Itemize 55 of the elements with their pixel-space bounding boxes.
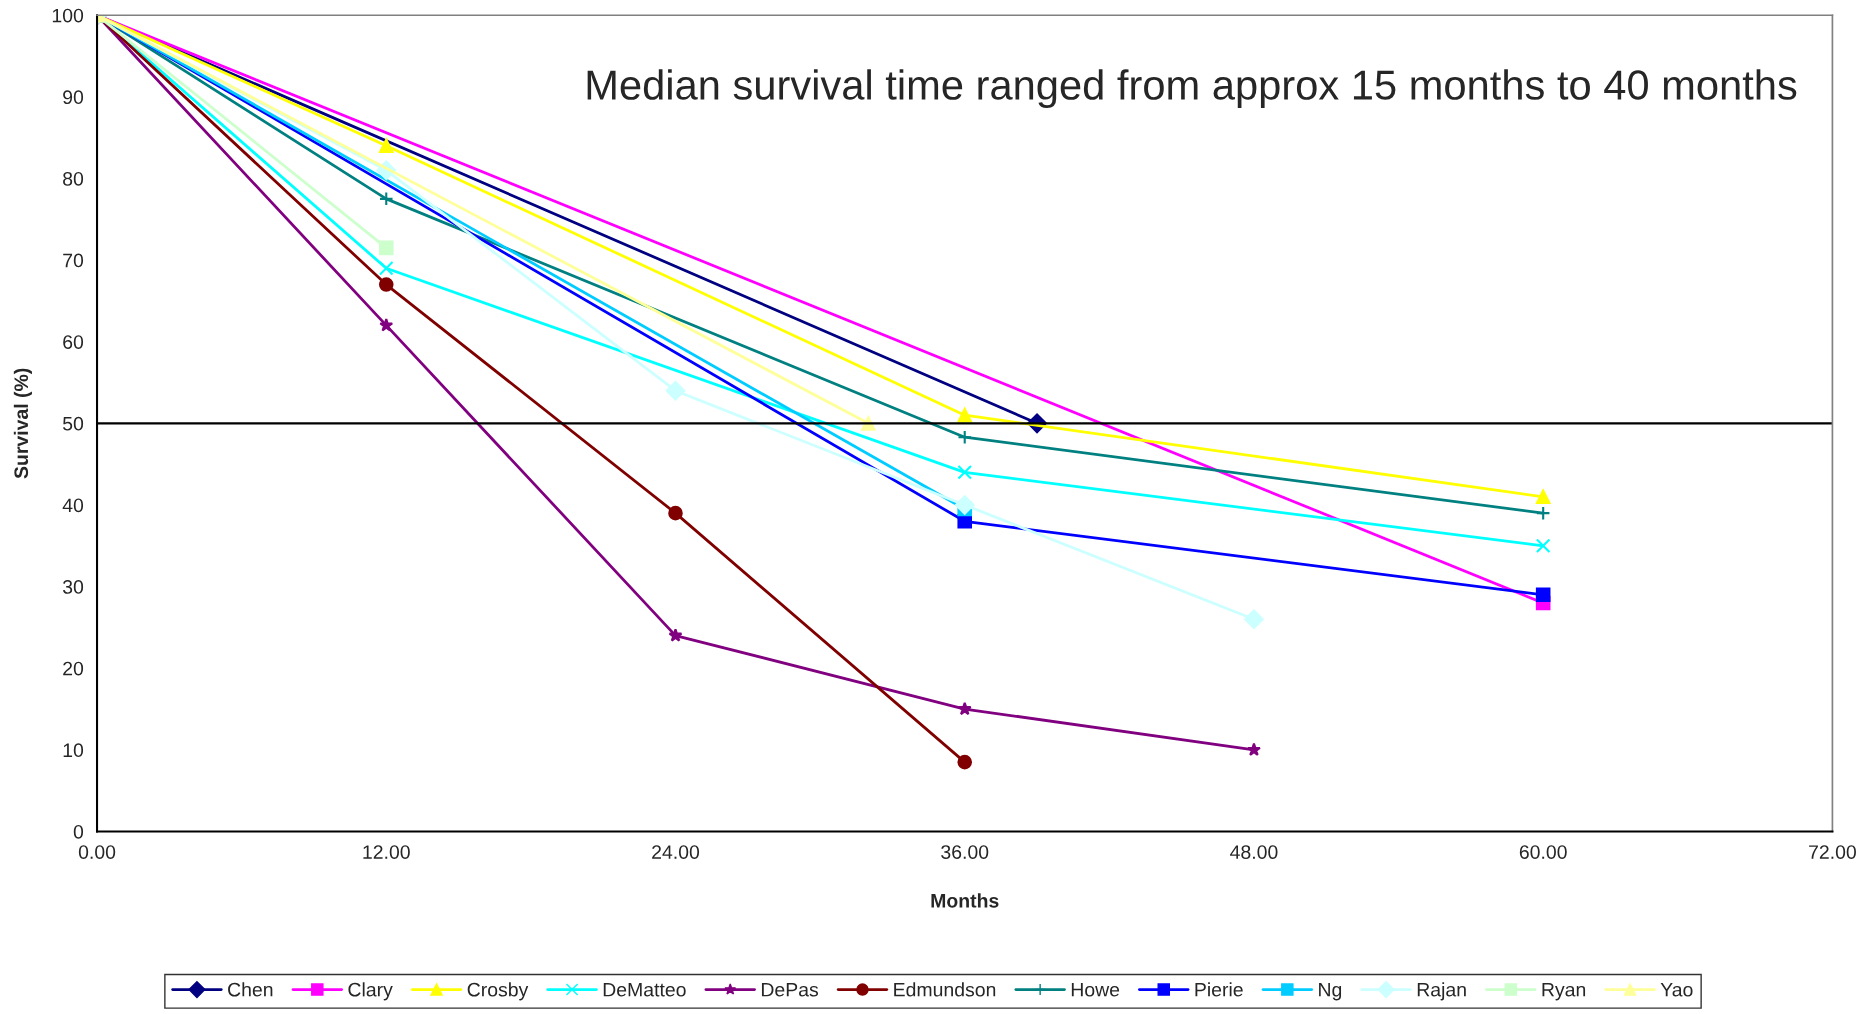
- point: [957, 465, 973, 480]
- legend-label: Yao: [1660, 982, 1693, 997]
- point: [1535, 538, 1551, 554]
- point: [1535, 587, 1551, 603]
- point: [378, 260, 394, 276]
- point: [957, 407, 973, 423]
- legend-label: Ryan: [1542, 982, 1586, 1001]
- point: [957, 514, 973, 529]
- point: [379, 318, 394, 332]
- point: [957, 754, 973, 770]
- point: [1244, 609, 1264, 630]
- x-tick-label: 60.00: [1519, 845, 1567, 859]
- point: [378, 138, 394, 154]
- point: [957, 429, 973, 445]
- y-tick-label: 60: [63, 335, 84, 349]
- y-tick-label: 20: [63, 661, 84, 676]
- point: [378, 191, 394, 207]
- y-axis-title: Survival (%): [13, 368, 32, 479]
- y-tick-label: 90: [63, 90, 84, 105]
- legend-label: Howe: [1071, 982, 1120, 997]
- legend-label: DeMatteo: [603, 982, 686, 997]
- x-tick-label: 0.00: [78, 845, 116, 859]
- point: [1535, 489, 1551, 505]
- x-tick-label: 36.00: [941, 845, 989, 859]
- legend-label: Crosby: [467, 982, 529, 1001]
- y-tick-label: 80: [63, 171, 84, 186]
- legend-label: Rajan: [1417, 982, 1466, 1001]
- y-tick-label: 40: [62, 498, 84, 513]
- y-tick-label: 100: [52, 8, 84, 23]
- point: [665, 380, 686, 401]
- x-tick-label: 72.00: [1809, 845, 1856, 859]
- legend-label: Edmundson: [894, 982, 996, 997]
- x-tick-label: 24.00: [652, 845, 700, 859]
- legend-label: DePas: [761, 982, 819, 997]
- point: [957, 701, 972, 716]
- point: [1246, 742, 1261, 756]
- point: [378, 277, 394, 292]
- y-tick-label: 50: [62, 416, 84, 431]
- y-tick-label: 10: [63, 743, 84, 758]
- x-axis-title: Months: [931, 893, 999, 908]
- point: [668, 505, 683, 521]
- annotation: Median survival time ranged from approx 15 months to 40 months: [587, 69, 1797, 109]
- legend-label: Chen: [228, 982, 273, 997]
- x-tick-label: 12.00: [363, 845, 410, 859]
- point: [1535, 505, 1551, 521]
- point: [668, 628, 683, 642]
- point: [954, 495, 975, 515]
- point: [378, 240, 394, 256]
- legend-label: Clary: [348, 982, 393, 1001]
- legend-label: Ng: [1319, 982, 1342, 1001]
- legend-label: Pierie: [1195, 982, 1243, 997]
- y-tick-label: 70: [63, 253, 84, 268]
- y-tick-label: 0: [73, 824, 84, 839]
- y-tick-label: 30: [62, 580, 84, 594]
- x-tick-label: 48.00: [1230, 845, 1278, 859]
